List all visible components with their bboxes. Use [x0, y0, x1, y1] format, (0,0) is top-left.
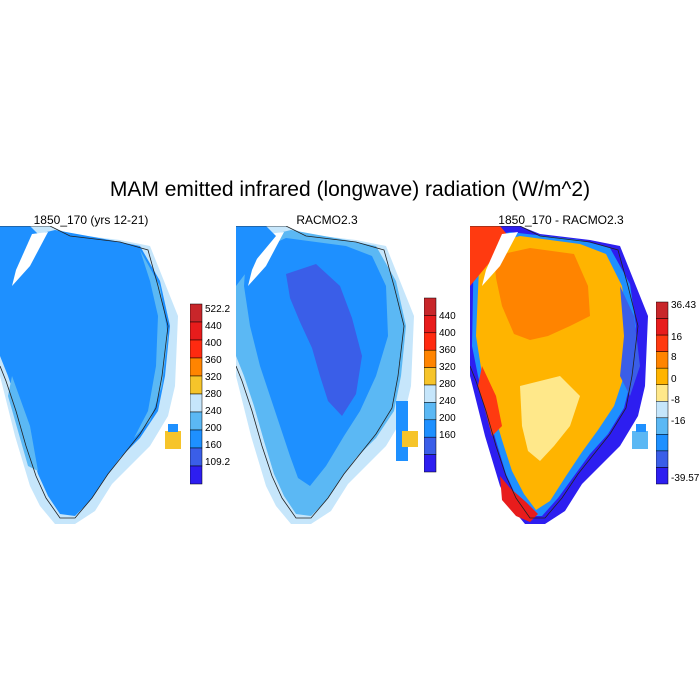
colorbar-swatch	[656, 384, 669, 402]
colorbar-label: 440	[439, 311, 456, 322]
colorbar-swatch	[656, 401, 669, 419]
colorbar-label: 0	[671, 374, 677, 385]
panel-3-colorbar: 36.43 16 8 0 -8 -16 -39.57	[656, 300, 700, 485]
colorbar-boxes	[190, 303, 203, 485]
colorbar-swatch	[190, 411, 203, 431]
colorbar-swatch	[190, 465, 203, 485]
colorbar-label: 360	[205, 355, 222, 366]
colorbar-swatch	[190, 429, 203, 449]
colorbar-swatch	[424, 436, 437, 455]
panel-3-title: 1850_170 - RACMO2.3	[498, 213, 624, 227]
colorbar-swatch	[424, 297, 437, 316]
panel-2-title: RACMO2.3	[296, 213, 358, 227]
colorbar-label: 400	[439, 328, 456, 339]
colorbar-label: -8	[671, 395, 680, 406]
panel-1-colorbar: 522.2 440 400 360 320 280 240 200 160 10…	[190, 303, 230, 485]
panel-2-colorbar: 440 400 360 320 280 240 200 160	[424, 297, 456, 473]
colorbar-label: 109.2	[205, 457, 230, 468]
colorbar-swatch	[424, 402, 437, 421]
colorbar-swatch	[190, 375, 203, 395]
colorbar-label: 320	[439, 362, 456, 373]
colorbar-labels: 522.2 440 400 360 320 280 240 200 160 10…	[205, 304, 230, 468]
colorbar-swatch	[656, 450, 669, 468]
colorbar-swatch	[190, 357, 203, 377]
figure-title: MAM emitted infrared (longwave) radiatio…	[109, 178, 591, 201]
panel-1-title: 1850_170 (yrs 12-21)	[33, 213, 149, 227]
colorbar-swatch	[656, 318, 669, 336]
colorbar-swatch	[424, 367, 437, 386]
colorbar-swatch	[424, 384, 437, 403]
colorbar-label: 160	[439, 430, 456, 441]
coastline	[0, 226, 169, 519]
colorbar-swatch	[424, 419, 437, 438]
colorbar-swatch	[424, 349, 437, 368]
panel-2-map	[236, 226, 418, 524]
colorbar-swatch	[190, 447, 203, 467]
colorbar-label: 360	[439, 345, 456, 356]
panel-3-map	[470, 226, 648, 524]
colorbar-swatch	[190, 303, 203, 323]
colorbar-boxes	[656, 301, 669, 485]
panel-1-map	[0, 226, 181, 524]
colorbar-label: 280	[205, 389, 222, 400]
colorbar-swatch	[424, 332, 437, 351]
colorbar-label: 8	[671, 352, 677, 363]
colorbar-label: 240	[205, 406, 222, 417]
colorbar-label: 16	[671, 332, 683, 343]
island-patch	[165, 424, 181, 449]
colorbar-swatch	[424, 315, 437, 334]
colorbar-label: -16	[671, 416, 686, 427]
colorbar-label: 522.2	[205, 304, 230, 315]
colorbar-boxes	[424, 297, 437, 473]
colorbar-label: 200	[439, 413, 456, 424]
colorbar-label: 320	[205, 372, 222, 383]
colorbar-labels: 36.43 16 8 0 -8 -16 -39.57	[671, 300, 700, 484]
colorbar-swatch	[656, 367, 669, 385]
colorbar-label: 280	[439, 379, 456, 390]
colorbar-swatch	[190, 339, 203, 359]
colorbar-label: -39.57	[671, 473, 700, 484]
colorbar-label: 200	[205, 423, 222, 434]
colorbar-label: 400	[205, 338, 222, 349]
colorbar-label: 440	[205, 321, 222, 332]
colorbar-swatch	[656, 301, 669, 319]
colorbar-swatch	[656, 351, 669, 369]
colorbar-swatch	[656, 334, 669, 352]
colorbar-swatch	[190, 393, 203, 413]
colorbar-swatch	[656, 417, 669, 435]
colorbar-label: 240	[439, 396, 456, 407]
colorbar-swatch	[190, 321, 203, 341]
colorbar-label: 160	[205, 440, 222, 451]
colorbar-swatch	[656, 434, 669, 452]
colorbar-swatch	[424, 454, 437, 473]
colorbar-label: 36.43	[671, 300, 696, 311]
colorbar-swatch	[656, 467, 669, 485]
ocean-gap	[12, 232, 48, 286]
colorbar-labels: 440 400 360 320 280 240 200 160	[439, 311, 456, 441]
